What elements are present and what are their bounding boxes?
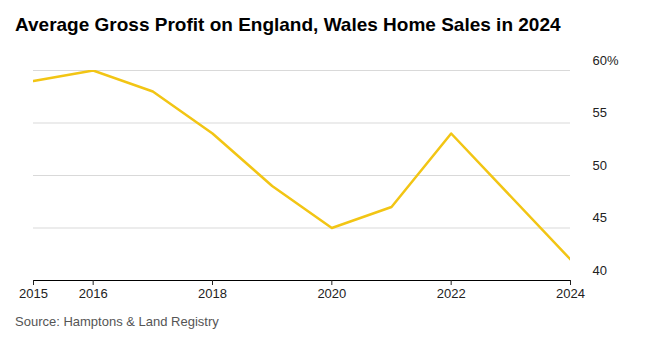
svg-text:60%: 60%: [593, 53, 619, 68]
svg-text:2018: 2018: [198, 286, 227, 301]
html-text:Average Gross Profit on Englan: Average Gross Profit on England, Wales H…: [15, 14, 561, 35]
html-text:Source: Hamptons & Land Regist: Source: Hamptons & Land Registry: [15, 314, 219, 329]
svg-text:2015: 2015: [19, 286, 48, 301]
svg-text:55: 55: [593, 105, 607, 120]
svg-text:50: 50: [593, 158, 607, 173]
svg-text:2016: 2016: [79, 286, 108, 301]
svg-text:45: 45: [593, 210, 607, 225]
svg-text:2022: 2022: [437, 286, 466, 301]
svg-text:2020: 2020: [317, 286, 346, 301]
svg-text:40: 40: [593, 263, 607, 278]
svg-text:2024: 2024: [556, 286, 585, 301]
